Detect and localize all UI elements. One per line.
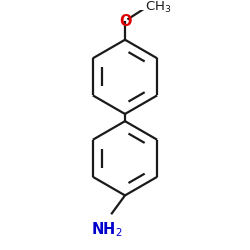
Text: NH$_2$: NH$_2$: [91, 220, 123, 239]
Text: O: O: [119, 14, 131, 29]
Text: CH$_3$: CH$_3$: [145, 0, 172, 16]
